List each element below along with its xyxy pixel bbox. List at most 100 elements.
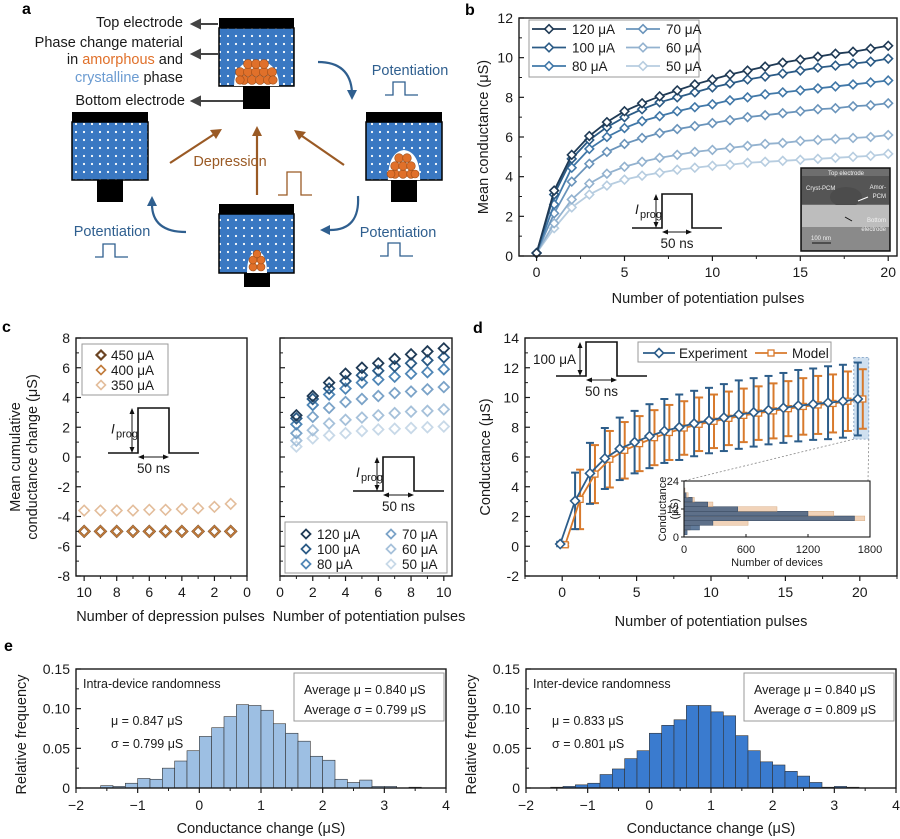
data-point [322,401,336,415]
data-point [94,525,107,538]
data-point [812,153,824,165]
panel-e-right-xtick-label: −1 [580,797,596,813]
data-point [584,467,596,479]
inset-ytick-label: 0 [673,532,679,544]
panel-e-left-xlabel: Conductance change (μS) [177,821,346,837]
inset-xtick-label: 0 [681,544,687,556]
legend-label: Experiment [679,346,748,361]
data-point [566,149,578,161]
data-point [689,146,701,158]
panel-d-ylabel: Conductance (μS) [478,398,494,515]
data-point [437,380,451,394]
legend-label: 80 μA [572,59,608,74]
data-point [619,111,630,123]
data-point [224,525,238,538]
histogram-bar [186,750,200,789]
data-point [339,413,352,427]
data-point [142,525,156,538]
data-point [388,359,402,373]
data-point [619,138,630,150]
legend-swatch-marker [637,60,649,72]
data-point [724,114,736,126]
histogram-bar [236,704,249,789]
panel-c-left-ytick-label: -4 [58,509,71,525]
data-point [619,105,630,117]
panel-c-left-xtick-label: 2 [211,584,219,600]
data-point [583,130,595,142]
data-point [93,524,108,539]
data-point [339,395,352,409]
inset-xtick-label: 1200 [796,544,820,556]
data-point [339,382,352,396]
panel-d-xtick-label: 10 [703,584,719,600]
data-point [777,86,789,98]
data-point [322,417,336,431]
data-point [583,178,595,190]
data-point [654,90,666,102]
data-point [807,398,819,410]
data-point [355,361,369,375]
data-point [792,400,804,412]
panel-e-left-stats-box [293,672,445,722]
data-point [371,373,385,387]
data-point [847,46,859,58]
panel-e-left-avg-mu: Average μ = 0.840 μS [304,683,426,697]
legend-label: 450 μA [111,348,154,363]
potentiation-arrowheads [147,90,357,235]
panel-c-right-width-arrowhead-icon [408,492,414,498]
panel-e-left-mu-annotation: μ = 0.847 μS [111,714,183,728]
panel-e-left-ytick-label: 0.15 [43,661,70,677]
histogram-bar [137,778,151,789]
data-point [794,54,806,66]
data-point [548,185,560,196]
panel-e-left-xtick-label: −2 [68,797,84,813]
panel-e-left-sigma-annotation: σ = 0.799 μS [111,737,183,751]
data-point [847,151,859,163]
data-point [882,53,894,65]
data-point [837,395,849,407]
data-point [289,426,303,440]
legend-label: 70 μA [666,22,702,37]
panel-d-pulse-width-label: 50 ns [585,384,618,399]
data-point [208,500,221,514]
histogram-bar [359,779,373,789]
histogram-bar [636,750,650,789]
legend-label: 100 μA [317,542,360,557]
histogram-bar [735,735,749,789]
panel-e-chart: 0 0.05 0.10 0.15 −2 −1 0 1 2 3 4 Conductance change… [14,661,900,837]
panel-d-amp-arrowhead-icon [577,370,583,376]
data-point [706,144,718,156]
panel-d-ytick-label: -2 [507,568,520,584]
data-point [619,174,630,186]
legend-label: 70 μA [402,527,438,542]
panel-e-left-xtick-label: 0 [195,797,203,813]
data-point [777,155,789,167]
panel-d-width-arrowhead-icon [611,377,617,383]
panel-b-ytick-label: 12 [497,10,513,26]
panel-e-left-avg-sigma: Average σ = 0.799 μS [304,703,426,717]
panel-d-amp-arrowhead-icon [577,342,583,348]
data-point [882,129,894,141]
data-point [437,341,451,355]
legend-swatch-marker [95,379,107,391]
data-point [289,434,303,448]
data-point [371,408,385,422]
data-point [742,157,753,169]
histogram-bar [698,705,712,789]
panel-b-pulse-amp-label: I [635,202,639,217]
histogram-bar [125,782,138,789]
data-point [654,110,666,122]
panel-c-left-xlabel: Number of depression pulses [76,609,265,625]
data-point [706,117,718,129]
panel-b-pulse-icon [632,193,722,229]
panel-c-left-width-arrowhead-icon [138,454,144,460]
data-point [208,525,221,538]
panel-c-ylabel-line1: Mean cumulative [8,402,24,512]
histogram-bar [334,778,348,789]
tem-label: electrode [861,227,886,233]
data-point [865,77,877,88]
data-point [706,81,718,93]
panel-d-ytick-label: 8 [511,419,519,435]
label-pcm-crystalline: crystalline phase [75,70,183,86]
panel-e-left-xtick-label: 4 [442,797,450,813]
